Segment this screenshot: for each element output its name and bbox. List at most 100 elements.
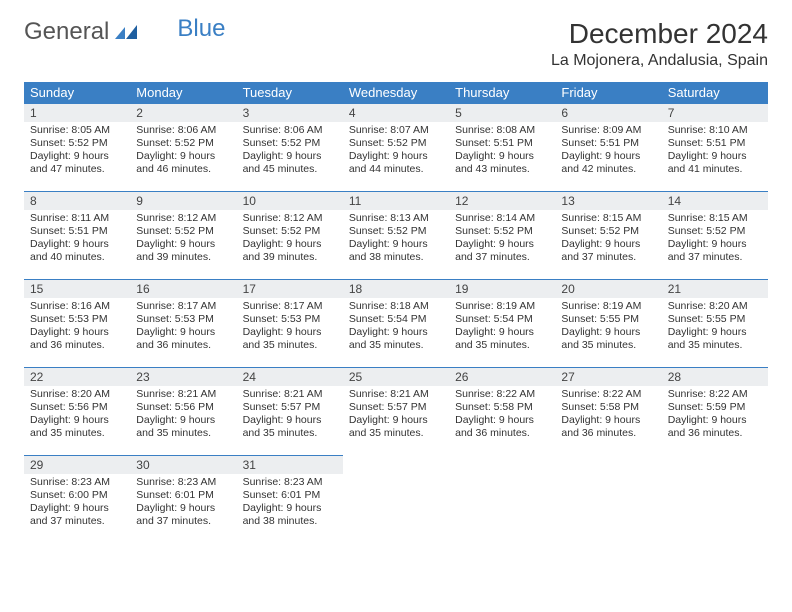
calendar-day-cell: 27Sunrise: 8:22 AMSunset: 5:58 PMDayligh… xyxy=(555,367,661,455)
calendar-day-cell: 7Sunrise: 8:10 AMSunset: 5:51 PMDaylight… xyxy=(662,103,768,191)
day-detail-line: Daylight: 9 hours xyxy=(455,326,549,339)
day-detail-line: Daylight: 9 hours xyxy=(349,414,443,427)
calendar-day-cell: 16Sunrise: 8:17 AMSunset: 5:53 PMDayligh… xyxy=(130,279,236,367)
weekday-header: Monday xyxy=(130,82,236,103)
day-detail-line: and 35 minutes. xyxy=(30,427,124,440)
day-detail-line: Daylight: 9 hours xyxy=(136,414,230,427)
brand-word-1: General xyxy=(24,18,109,46)
day-details: Sunrise: 8:22 AMSunset: 5:59 PMDaylight:… xyxy=(662,386,768,445)
calendar-day-cell: 1Sunrise: 8:05 AMSunset: 5:52 PMDaylight… xyxy=(24,103,130,191)
day-detail-line: and 37 minutes. xyxy=(561,251,655,264)
calendar-table: Sunday Monday Tuesday Wednesday Thursday… xyxy=(24,82,768,543)
day-details: Sunrise: 8:21 AMSunset: 5:57 PMDaylight:… xyxy=(237,386,343,445)
day-detail-line: Daylight: 9 hours xyxy=(30,326,124,339)
day-details: Sunrise: 8:17 AMSunset: 5:53 PMDaylight:… xyxy=(237,298,343,357)
day-details: Sunrise: 8:12 AMSunset: 5:52 PMDaylight:… xyxy=(130,210,236,269)
weekday-header-row: Sunday Monday Tuesday Wednesday Thursday… xyxy=(24,82,768,103)
day-details: Sunrise: 8:08 AMSunset: 5:51 PMDaylight:… xyxy=(449,122,555,181)
day-number: 22 xyxy=(24,367,130,386)
day-number: 19 xyxy=(449,279,555,298)
day-detail-line: Daylight: 9 hours xyxy=(561,238,655,251)
calendar-week-row: 1Sunrise: 8:05 AMSunset: 5:52 PMDaylight… xyxy=(24,103,768,191)
weekday-header: Sunday xyxy=(24,82,130,103)
day-details: Sunrise: 8:20 AMSunset: 5:56 PMDaylight:… xyxy=(24,386,130,445)
day-detail-line: Sunset: 5:52 PM xyxy=(349,225,443,238)
day-detail-line: and 35 minutes. xyxy=(136,427,230,440)
day-detail-line: and 38 minutes. xyxy=(349,251,443,264)
day-detail-line: Daylight: 9 hours xyxy=(668,414,762,427)
weekday-header: Saturday xyxy=(662,82,768,103)
day-detail-line: and 35 minutes. xyxy=(349,339,443,352)
calendar-day-cell: 19Sunrise: 8:19 AMSunset: 5:54 PMDayligh… xyxy=(449,279,555,367)
weekday-header: Tuesday xyxy=(237,82,343,103)
day-detail-line: Daylight: 9 hours xyxy=(243,414,337,427)
day-detail-line: Sunset: 5:58 PM xyxy=(561,401,655,414)
day-detail-line: and 35 minutes. xyxy=(668,339,762,352)
day-details: Sunrise: 8:06 AMSunset: 5:52 PMDaylight:… xyxy=(130,122,236,181)
day-detail-line: Daylight: 9 hours xyxy=(349,326,443,339)
day-detail-line: Sunrise: 8:09 AM xyxy=(561,124,655,137)
day-detail-line: and 47 minutes. xyxy=(30,163,124,176)
day-number: 21 xyxy=(662,279,768,298)
day-detail-line: Sunrise: 8:08 AM xyxy=(455,124,549,137)
day-detail-line: Sunset: 5:51 PM xyxy=(30,225,124,238)
day-detail-line: Sunrise: 8:21 AM xyxy=(136,388,230,401)
day-detail-line: Sunset: 5:55 PM xyxy=(668,313,762,326)
day-detail-line: and 37 minutes. xyxy=(30,515,124,528)
calendar-week-row: 8Sunrise: 8:11 AMSunset: 5:51 PMDaylight… xyxy=(24,191,768,279)
day-detail-line: Sunset: 6:01 PM xyxy=(136,489,230,502)
day-details: Sunrise: 8:17 AMSunset: 5:53 PMDaylight:… xyxy=(130,298,236,357)
calendar-day-cell: 3Sunrise: 8:06 AMSunset: 5:52 PMDaylight… xyxy=(237,103,343,191)
day-detail-line: Daylight: 9 hours xyxy=(30,238,124,251)
day-detail-line: and 36 minutes. xyxy=(668,427,762,440)
day-detail-line: Sunrise: 8:23 AM xyxy=(243,476,337,489)
day-number: 3 xyxy=(237,103,343,122)
day-detail-line: Daylight: 9 hours xyxy=(455,414,549,427)
day-detail-line: Sunrise: 8:14 AM xyxy=(455,212,549,225)
day-details: Sunrise: 8:05 AMSunset: 5:52 PMDaylight:… xyxy=(24,122,130,181)
day-number: 5 xyxy=(449,103,555,122)
day-detail-line: and 37 minutes. xyxy=(136,515,230,528)
day-detail-line: and 39 minutes. xyxy=(136,251,230,264)
day-details: Sunrise: 8:06 AMSunset: 5:52 PMDaylight:… xyxy=(237,122,343,181)
day-detail-line: Daylight: 9 hours xyxy=(30,150,124,163)
calendar-day-cell: 9Sunrise: 8:12 AMSunset: 5:52 PMDaylight… xyxy=(130,191,236,279)
day-detail-line: Sunrise: 8:23 AM xyxy=(30,476,124,489)
day-detail-line: Sunset: 5:53 PM xyxy=(136,313,230,326)
calendar-day-cell: 20Sunrise: 8:19 AMSunset: 5:55 PMDayligh… xyxy=(555,279,661,367)
day-details: Sunrise: 8:22 AMSunset: 5:58 PMDaylight:… xyxy=(555,386,661,445)
day-detail-line: Sunrise: 8:05 AM xyxy=(30,124,124,137)
day-detail-line: Sunset: 5:51 PM xyxy=(668,137,762,150)
day-details: Sunrise: 8:14 AMSunset: 5:52 PMDaylight:… xyxy=(449,210,555,269)
day-number: 28 xyxy=(662,367,768,386)
day-detail-line: Sunrise: 8:11 AM xyxy=(30,212,124,225)
day-detail-line: Sunset: 5:56 PM xyxy=(30,401,124,414)
day-details: Sunrise: 8:11 AMSunset: 5:51 PMDaylight:… xyxy=(24,210,130,269)
day-detail-line: Sunrise: 8:10 AM xyxy=(668,124,762,137)
day-details: Sunrise: 8:16 AMSunset: 5:53 PMDaylight:… xyxy=(24,298,130,357)
day-detail-line: and 37 minutes. xyxy=(668,251,762,264)
day-details: Sunrise: 8:21 AMSunset: 5:57 PMDaylight:… xyxy=(343,386,449,445)
day-detail-line: and 35 minutes. xyxy=(455,339,549,352)
day-detail-line: and 43 minutes. xyxy=(455,163,549,176)
day-details: Sunrise: 8:09 AMSunset: 5:51 PMDaylight:… xyxy=(555,122,661,181)
day-detail-line: Daylight: 9 hours xyxy=(136,502,230,515)
day-number: 4 xyxy=(343,103,449,122)
day-detail-line: Sunrise: 8:15 AM xyxy=(668,212,762,225)
day-detail-line: and 46 minutes. xyxy=(136,163,230,176)
calendar-day-cell: 21Sunrise: 8:20 AMSunset: 5:55 PMDayligh… xyxy=(662,279,768,367)
day-detail-line: Daylight: 9 hours xyxy=(136,238,230,251)
day-details: Sunrise: 8:22 AMSunset: 5:58 PMDaylight:… xyxy=(449,386,555,445)
day-detail-line: Daylight: 9 hours xyxy=(30,502,124,515)
day-detail-line: and 44 minutes. xyxy=(349,163,443,176)
day-detail-line: and 42 minutes. xyxy=(561,163,655,176)
calendar-day-cell: 4Sunrise: 8:07 AMSunset: 5:52 PMDaylight… xyxy=(343,103,449,191)
day-detail-line: Sunset: 5:59 PM xyxy=(668,401,762,414)
day-detail-line: Daylight: 9 hours xyxy=(243,238,337,251)
day-detail-line: Sunset: 5:58 PM xyxy=(455,401,549,414)
day-detail-line: and 35 minutes. xyxy=(243,427,337,440)
day-detail-line: and 36 minutes. xyxy=(455,427,549,440)
day-detail-line: and 37 minutes. xyxy=(455,251,549,264)
day-detail-line: Sunset: 5:52 PM xyxy=(349,137,443,150)
day-detail-line: Daylight: 9 hours xyxy=(136,150,230,163)
